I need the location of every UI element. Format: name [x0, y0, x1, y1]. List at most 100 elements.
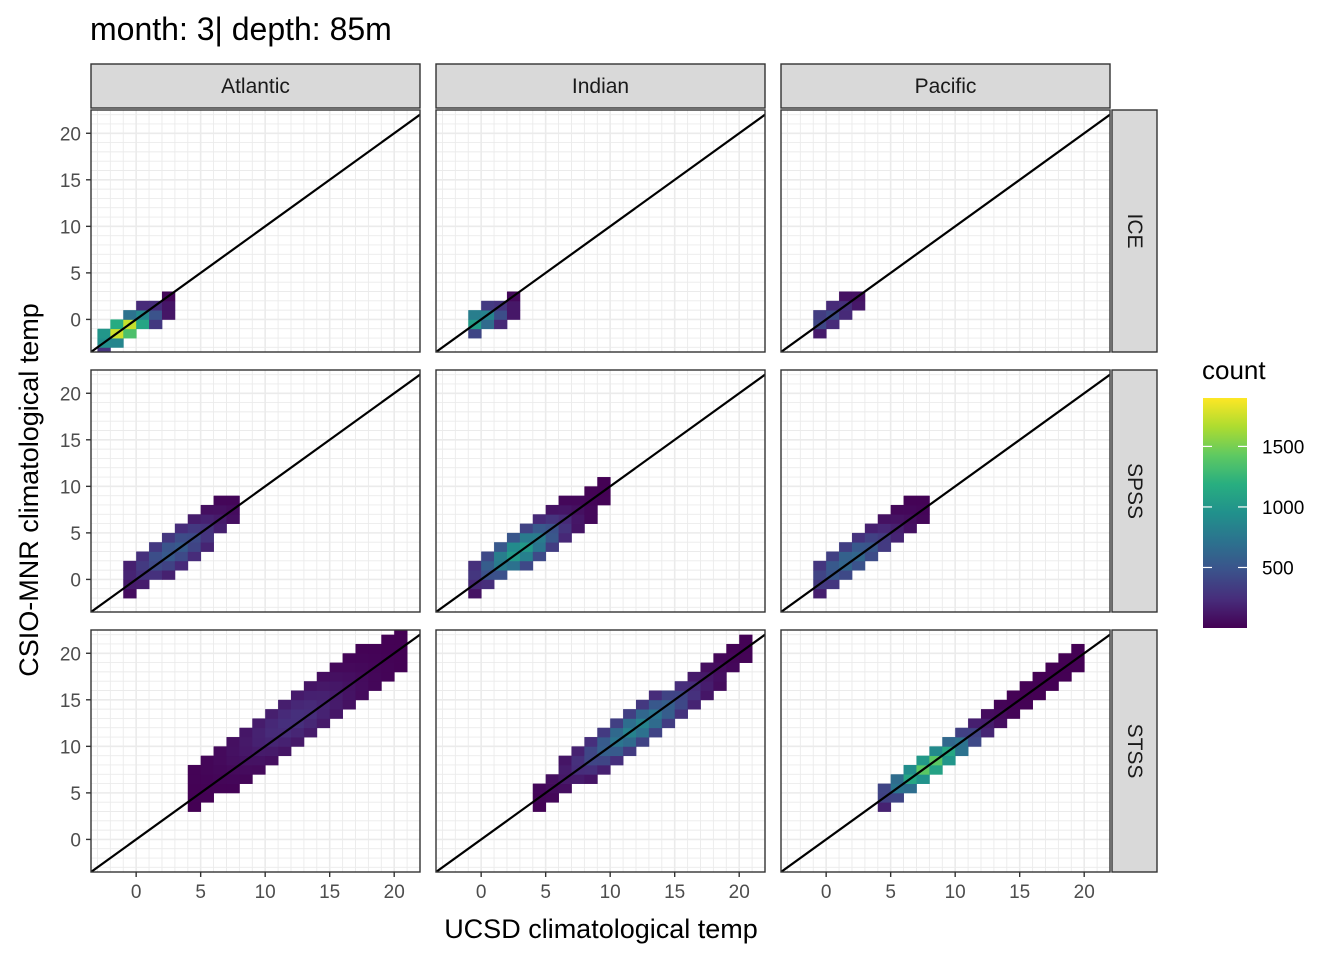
bin: [252, 755, 266, 766]
bin: [597, 727, 611, 738]
bin: [252, 764, 266, 775]
bin: [648, 690, 663, 701]
bin: [303, 727, 318, 738]
x-tick-label: 10: [255, 882, 276, 903]
bin: [368, 643, 382, 654]
y-axis-row-stss: 0 5 10 15 20: [60, 644, 91, 851]
bin: [161, 542, 176, 552]
bin: [980, 709, 995, 719]
bin: [635, 727, 650, 738]
bin: [623, 737, 637, 747]
bin: [123, 560, 137, 571]
bin: [200, 792, 214, 803]
identity-line: [781, 113, 1110, 352]
bin: [661, 690, 676, 701]
bin: [123, 328, 137, 339]
bin: [149, 551, 163, 562]
bin: [329, 709, 343, 719]
bin: [584, 486, 598, 497]
bin: [355, 662, 369, 673]
identity-line: [781, 373, 1110, 612]
bin: [687, 699, 701, 710]
y-tick-label: 10: [60, 477, 81, 498]
strip-column-indian: Indian: [435, 63, 766, 109]
bin: [571, 514, 585, 524]
bin: [558, 764, 572, 775]
bin: [726, 643, 740, 654]
bin: [506, 532, 521, 543]
axes: 0 5 10 15 20 0 5 10 15 20 0 5 10 15 20 0 5 10 15 20 0 5 10 15 20…: [60, 124, 1095, 903]
panel-border: [90, 629, 421, 873]
bin: [368, 681, 382, 691]
legend-colorbar: [1203, 398, 1247, 628]
bin: [149, 542, 163, 552]
bin: [342, 662, 356, 673]
bin: [955, 746, 969, 757]
bin: [584, 737, 598, 747]
bin: [700, 662, 714, 673]
bin: [877, 783, 892, 794]
bin: [187, 523, 202, 534]
bin: [558, 523, 572, 534]
bin: [1045, 681, 1059, 691]
panel-border: [780, 369, 1111, 613]
bin: [929, 746, 943, 757]
bin: [864, 551, 879, 562]
bin: [877, 542, 892, 552]
legend-title: count: [1202, 355, 1266, 385]
bin: [635, 737, 650, 747]
bin: [381, 643, 395, 654]
bin: [890, 514, 904, 524]
bin: [610, 718, 624, 729]
bin: [355, 643, 369, 654]
bin: [661, 709, 676, 719]
bin: [123, 570, 137, 580]
bin: [265, 746, 279, 757]
bin: [200, 514, 214, 524]
bin: [674, 681, 688, 691]
bin: [265, 709, 279, 719]
bin: [342, 690, 356, 701]
bin: [1045, 662, 1059, 673]
reference-line-group: [91, 633, 420, 872]
panel-border: [90, 109, 421, 353]
bin: [610, 746, 624, 757]
bin: [877, 514, 892, 524]
x-tick-label: 0: [131, 882, 142, 903]
bin: [545, 532, 559, 543]
bin: [993, 699, 1008, 710]
bin: [558, 755, 572, 766]
bin: [342, 671, 356, 682]
panel-atlantic-stss: [90, 629, 421, 873]
reference-line-group: [781, 113, 1110, 352]
bin: [278, 718, 292, 729]
bin: [494, 319, 508, 330]
bin: [597, 495, 611, 506]
bin: [200, 755, 214, 766]
bin: [187, 802, 202, 812]
identity-line: [436, 113, 765, 352]
plot-title: month: 3| depth: 85m: [90, 11, 392, 47]
gridlines: [436, 370, 765, 612]
y-axis-row-ice: 0 5 10 15 20: [60, 124, 91, 331]
legend-ticks: 500 1000 1500: [1203, 437, 1304, 579]
bin: [839, 542, 853, 552]
strip-label: ICE: [1123, 213, 1146, 248]
bin: [494, 310, 508, 320]
y-tick-label: 0: [70, 830, 81, 851]
x-axis-title: UCSD climatological temp: [444, 914, 758, 944]
bin: [110, 338, 124, 348]
bin: [506, 542, 521, 552]
bin: [890, 774, 904, 784]
bin: [839, 310, 853, 320]
bin: [355, 681, 369, 691]
bin: [813, 328, 827, 339]
bin: [226, 746, 240, 757]
bin: [980, 727, 995, 738]
bin: [481, 300, 495, 311]
y-tick-label: 5: [70, 264, 81, 285]
bin: [519, 532, 534, 543]
strip-row-ice: ICE: [1111, 109, 1158, 353]
bin: [506, 560, 521, 571]
y-tick-label: 20: [60, 644, 81, 665]
